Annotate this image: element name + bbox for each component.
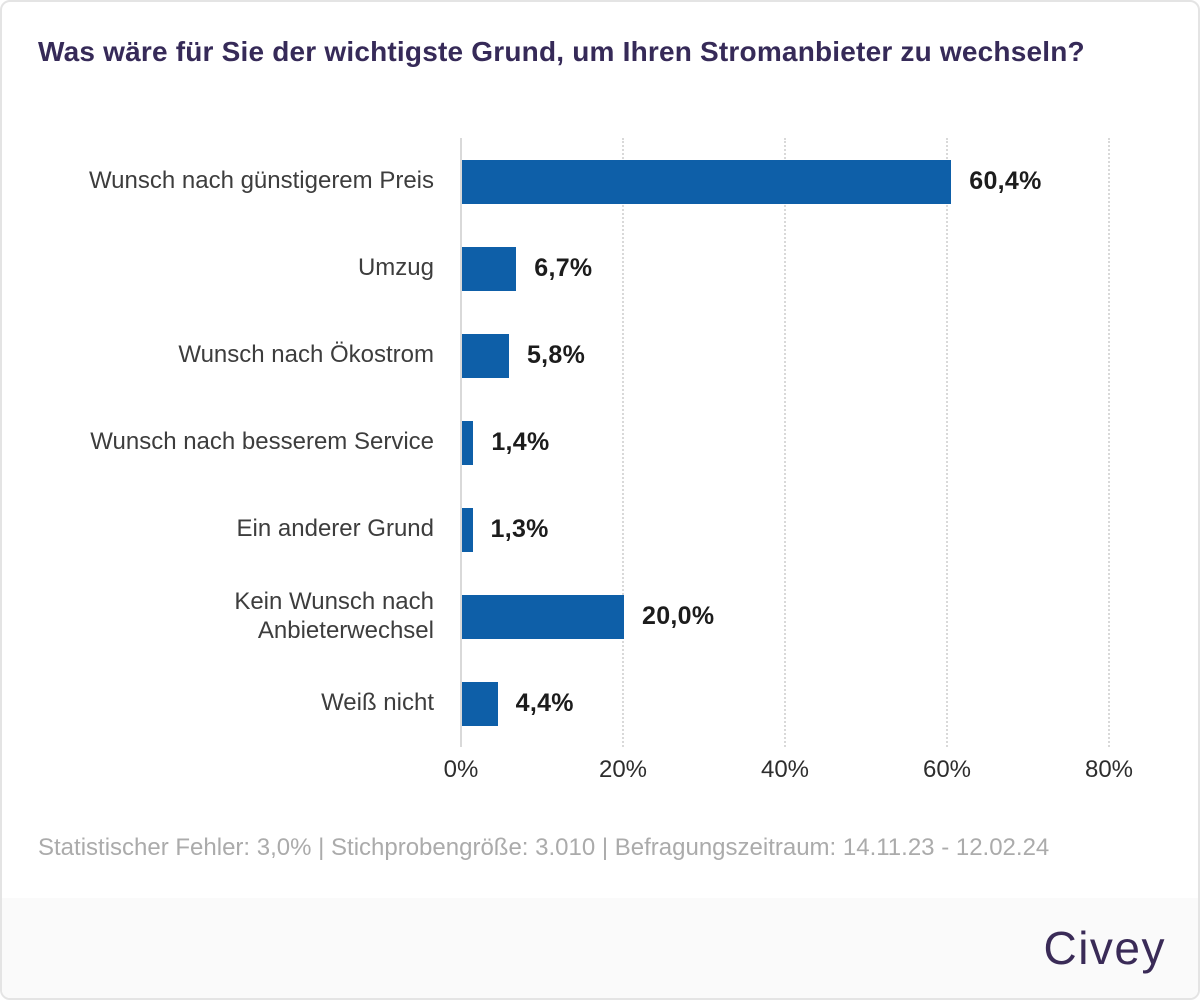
bar <box>462 420 474 465</box>
x-tick-label: 40% <box>760 756 810 783</box>
category-label: Kein Wunsch nach Anbieterwechsel <box>234 587 434 644</box>
gridline-0pct <box>460 138 462 747</box>
category-label: Wunsch nach Ökostrom <box>178 341 434 369</box>
category-label: Ein anderer Grund <box>236 515 434 543</box>
gridline-80pct <box>1108 138 1110 747</box>
value-label: 1,4% <box>491 428 550 456</box>
footer-bar: Civey <box>2 898 1198 998</box>
bar <box>462 681 498 726</box>
gridline-60pct <box>946 138 948 747</box>
value-label: 5,8% <box>526 341 586 369</box>
category-label: Wunsch nach günstigerem Preis <box>88 167 434 195</box>
x-tick-label: 20% <box>598 756 648 783</box>
bar <box>462 159 952 204</box>
category-label: Wunsch nach besserem Service <box>90 428 434 456</box>
value-label: 1,3% <box>490 515 549 543</box>
value-label: 20,0% <box>642 602 715 630</box>
gridline-40pct <box>784 138 786 747</box>
bar <box>462 507 473 552</box>
survey-metadata: Statistischer Fehler: 3,0% | Stichproben… <box>38 834 1050 861</box>
chart-title: Was wäre für Sie der wichtigste Grund, u… <box>38 36 1085 67</box>
bar <box>462 333 509 378</box>
category-label: Weiß nicht <box>321 689 434 717</box>
category-label: Umzug <box>357 254 434 282</box>
x-tick-label: 80% <box>1084 756 1134 783</box>
bar <box>462 246 517 291</box>
x-tick-label: 0% <box>443 756 479 783</box>
value-label: 6,7% <box>534 254 593 282</box>
x-tick-label: 60% <box>922 756 972 783</box>
value-label: 4,4% <box>515 689 574 717</box>
value-label: 60,4% <box>969 167 1042 195</box>
civey-logo: Civey <box>1043 922 1166 974</box>
gridline-20pct <box>622 138 624 747</box>
bar <box>462 594 624 639</box>
